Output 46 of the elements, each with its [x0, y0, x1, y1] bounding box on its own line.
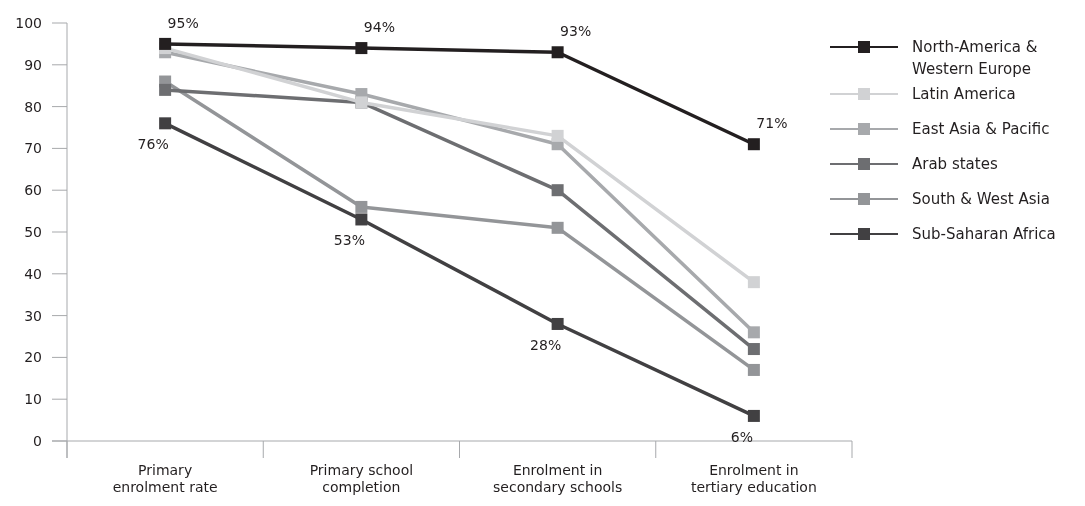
point — [747, 276, 760, 289]
y-tick-label: 70 — [24, 140, 42, 157]
point — [747, 363, 760, 376]
point — [159, 117, 172, 130]
point — [551, 184, 564, 197]
y-tick-label: 80 — [24, 98, 42, 115]
point — [747, 138, 760, 151]
data-label: 28% — [530, 336, 562, 353]
point — [355, 200, 368, 213]
y-tick-label: 40 — [24, 265, 42, 282]
point — [747, 409, 760, 422]
y-tick-label: 0 — [33, 433, 42, 449]
y-tick-label: 10 — [24, 391, 42, 408]
point — [551, 129, 564, 142]
point — [159, 37, 172, 50]
point — [355, 213, 368, 226]
point — [747, 343, 760, 356]
point — [159, 83, 172, 96]
data-label: 53% — [333, 232, 365, 249]
legend-label: South & West Asia — [912, 190, 1050, 208]
data-label: 93% — [560, 23, 592, 40]
point — [551, 221, 564, 234]
y-tick-label: 90 — [24, 56, 42, 73]
data-label: 71% — [756, 115, 788, 132]
data-label: 6% — [730, 428, 753, 445]
y-tick-label: 50 — [24, 224, 42, 240]
point — [551, 317, 564, 330]
legend-label: Arab states — [912, 155, 998, 173]
x-tick-label: Primary enrolment rate — [112, 462, 218, 495]
legend-label: North-America & Western Europe — [912, 38, 1038, 78]
y-tick-label: 60 — [24, 182, 42, 199]
data-label: 95% — [167, 14, 199, 31]
y-tick-label: 20 — [24, 349, 42, 366]
point — [747, 326, 760, 339]
y-tick-label: 100 — [15, 15, 42, 31]
point — [355, 42, 368, 55]
x-tick-label: Primary school completion — [309, 462, 414, 495]
legend-label: Latin America — [912, 85, 1016, 103]
x-tick-label: Enrolment in tertiary education — [690, 462, 817, 495]
legend-label: East Asia & Pacific — [912, 120, 1050, 138]
data-label: 76% — [137, 136, 169, 153]
x-tick-label: Enrolment in secondary schools — [493, 462, 623, 495]
y-tick-label: 30 — [24, 307, 42, 324]
data-label: 94% — [363, 19, 395, 36]
point — [551, 46, 564, 59]
legend-label: Sub-Saharan Africa — [912, 225, 1056, 243]
